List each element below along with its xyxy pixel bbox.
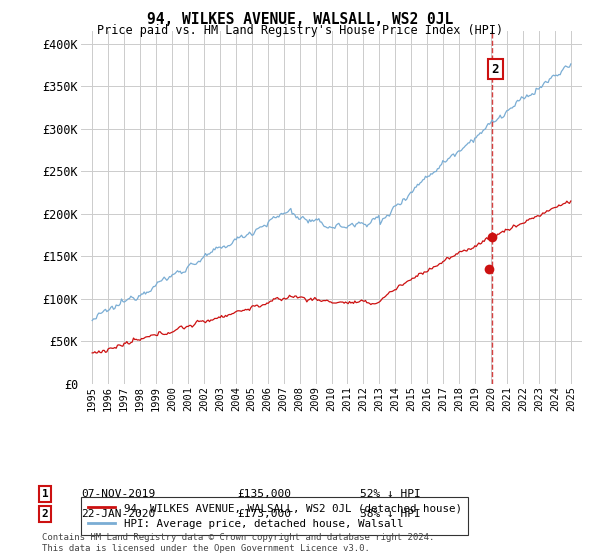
Text: 2: 2 [491, 63, 499, 76]
Text: 07-NOV-2019: 07-NOV-2019 [81, 489, 155, 499]
Text: Price paid vs. HM Land Registry's House Price Index (HPI): Price paid vs. HM Land Registry's House … [97, 24, 503, 37]
Text: 2: 2 [41, 509, 49, 519]
Legend: 94, WILKES AVENUE, WALSALL, WS2 0JL (detached house), HPI: Average price, detach: 94, WILKES AVENUE, WALSALL, WS2 0JL (det… [82, 497, 468, 535]
Text: £173,000: £173,000 [237, 509, 291, 519]
Text: 52% ↓ HPI: 52% ↓ HPI [360, 489, 421, 499]
Text: 38% ↓ HPI: 38% ↓ HPI [360, 509, 421, 519]
Text: 1: 1 [41, 489, 49, 499]
Text: £135,000: £135,000 [237, 489, 291, 499]
Text: 94, WILKES AVENUE, WALSALL, WS2 0JL: 94, WILKES AVENUE, WALSALL, WS2 0JL [147, 12, 453, 27]
Text: 22-JAN-2020: 22-JAN-2020 [81, 509, 155, 519]
Text: Contains HM Land Registry data © Crown copyright and database right 2024.
This d: Contains HM Land Registry data © Crown c… [42, 533, 434, 553]
